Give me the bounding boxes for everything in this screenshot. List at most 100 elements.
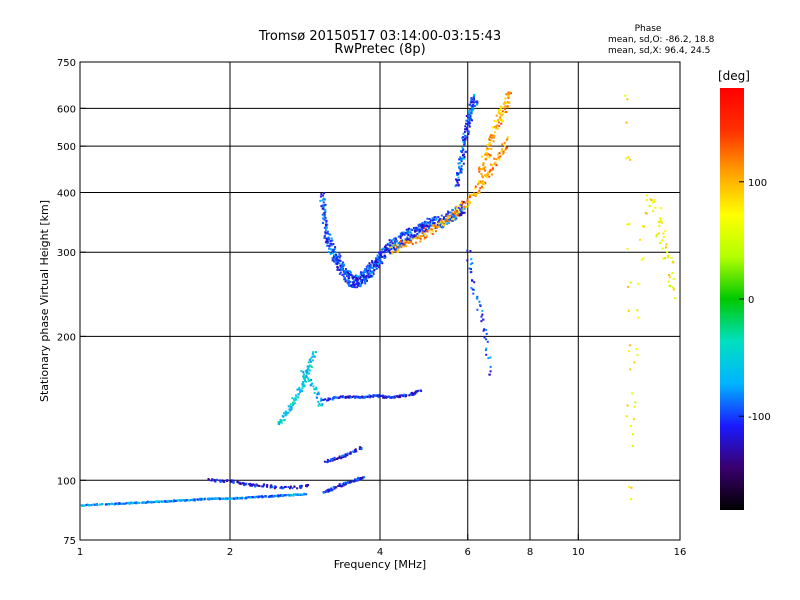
data-point (335, 253, 337, 256)
data-point (482, 162, 485, 165)
data-point (473, 192, 476, 195)
data-point (335, 457, 338, 460)
data-point (481, 313, 484, 316)
data-point (461, 202, 464, 205)
data-point (366, 279, 368, 282)
data-point (333, 260, 336, 263)
data-point (283, 412, 286, 415)
data-point (296, 388, 299, 391)
data-point (500, 150, 503, 153)
data-point (426, 217, 429, 220)
data-point (448, 221, 450, 224)
data-point (396, 244, 399, 247)
data-point (455, 184, 458, 187)
data-point (433, 218, 435, 221)
data-point (472, 96, 475, 99)
data-point (627, 156, 630, 159)
data-point (643, 225, 646, 228)
data-point (403, 233, 406, 236)
data-point (343, 396, 345, 399)
data-point (382, 251, 385, 254)
data-point (471, 279, 474, 282)
data-point (423, 220, 426, 223)
data-point (658, 224, 661, 227)
data-point (337, 258, 340, 261)
data-point (200, 497, 203, 500)
data-point (300, 389, 303, 392)
data-point (493, 120, 496, 122)
data-point (483, 182, 486, 185)
data-point (367, 269, 370, 272)
data-point (504, 102, 507, 104)
data-point (362, 276, 365, 279)
data-point (414, 391, 417, 394)
data-point (407, 240, 410, 243)
data-point (369, 271, 372, 274)
data-point (658, 221, 661, 224)
data-point (454, 206, 457, 209)
data-point (332, 485, 335, 488)
data-point (325, 239, 328, 242)
data-point (322, 398, 325, 401)
data-point (373, 264, 375, 267)
data-point (304, 377, 307, 380)
data-point (341, 273, 344, 276)
data-point (324, 398, 327, 401)
data-point (363, 281, 366, 284)
data-point (255, 484, 258, 487)
data-point (331, 458, 334, 461)
data-point (439, 220, 442, 223)
data-point (496, 127, 499, 130)
data-point (394, 237, 397, 240)
data-point (629, 424, 632, 427)
data-point (273, 495, 276, 498)
data-point (333, 458, 336, 461)
data-point (459, 162, 462, 165)
data-point (322, 222, 325, 224)
data-point (443, 223, 446, 226)
data-point (368, 396, 371, 399)
data-point (463, 201, 465, 204)
data-point (332, 252, 334, 255)
data-point (386, 243, 389, 246)
data-point (255, 495, 258, 498)
data-point (368, 273, 371, 276)
data-point (382, 394, 385, 397)
x-axis-label: Frequency [MHz] (334, 558, 426, 571)
data-point (405, 241, 408, 244)
data-point (324, 203, 327, 206)
data-point (352, 450, 355, 453)
data-point (501, 120, 504, 123)
data-point (307, 484, 310, 486)
data-point (329, 242, 332, 245)
data-point (481, 168, 484, 171)
data-point (461, 200, 463, 203)
data-point (334, 258, 337, 261)
data-point (490, 139, 493, 142)
data-point (91, 503, 94, 506)
data-point (335, 255, 338, 258)
data-point (380, 261, 383, 263)
data-point (431, 229, 434, 232)
data-point (254, 485, 257, 488)
data-point (400, 233, 403, 236)
data-point (230, 480, 233, 482)
data-point (460, 210, 463, 213)
data-point (216, 497, 219, 500)
data-point (271, 486, 274, 489)
data-point (437, 222, 440, 225)
data-point (336, 396, 338, 399)
data-point (493, 162, 496, 165)
data-point (488, 170, 491, 173)
data-point (636, 354, 639, 357)
data-point (305, 375, 308, 378)
data-point (400, 239, 402, 242)
data-point (448, 217, 451, 220)
data-point (501, 153, 504, 156)
data-point (645, 199, 648, 202)
data-point (470, 193, 473, 196)
data-point (298, 493, 301, 496)
data-point (480, 155, 483, 158)
data-point (478, 180, 480, 183)
data-point (343, 481, 346, 484)
